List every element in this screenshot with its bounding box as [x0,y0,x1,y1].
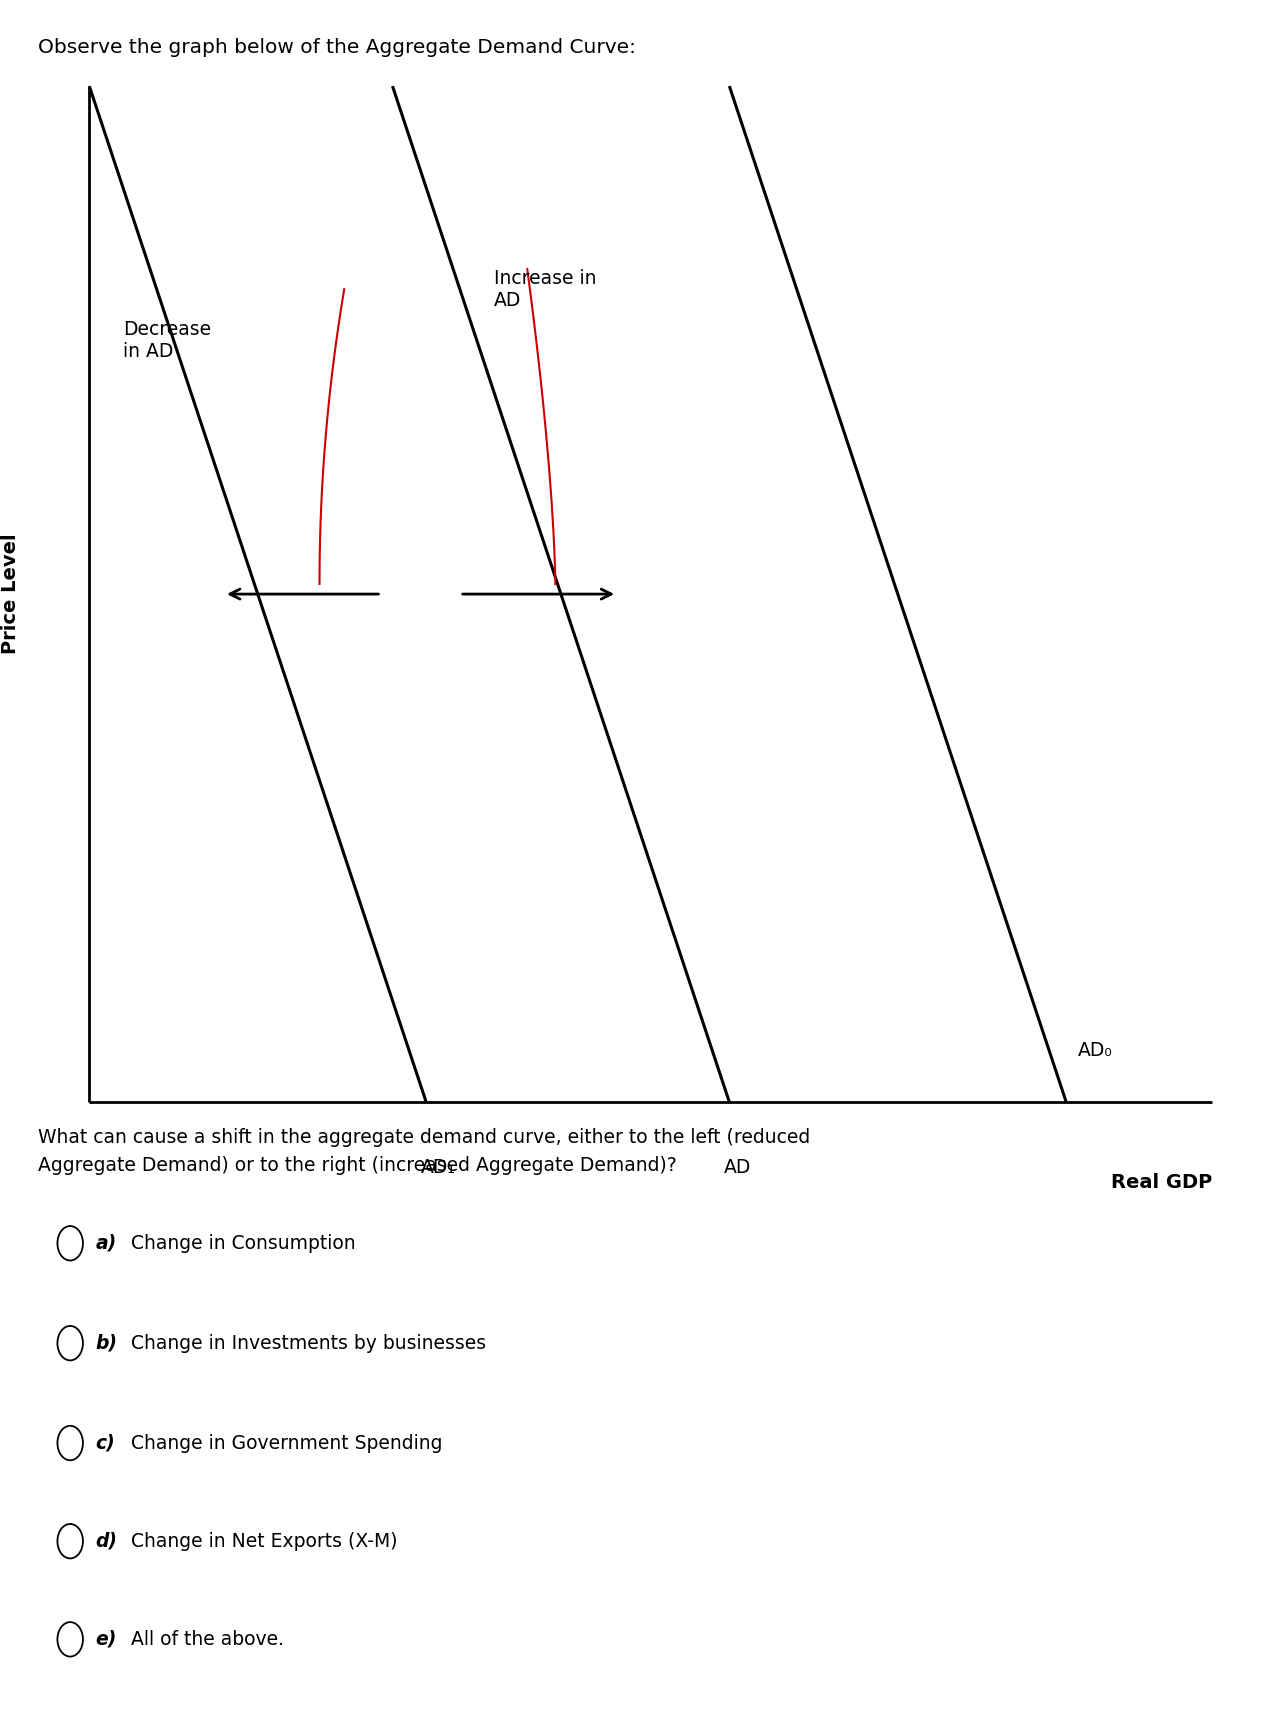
Text: Change in Consumption: Change in Consumption [131,1233,356,1254]
Text: Observe the graph below of the Aggregate Demand Curve:: Observe the graph below of the Aggregate… [38,38,637,57]
Text: Change in Government Spending: Change in Government Spending [131,1433,443,1453]
Text: AD₀: AD₀ [1077,1042,1113,1061]
Text: b): b) [96,1333,117,1353]
Text: Decrease
in AD: Decrease in AD [122,320,211,362]
Text: All of the above.: All of the above. [131,1629,285,1650]
Text: AD: AD [723,1157,752,1176]
Text: Real GDP: Real GDP [1111,1173,1212,1192]
Text: Increase in
AD: Increase in AD [494,269,596,310]
Text: Change in Investments by businesses: Change in Investments by businesses [131,1333,486,1353]
Text: c): c) [96,1433,115,1453]
Text: AD₁: AD₁ [421,1157,456,1176]
Text: Change in Net Exports (X-M): Change in Net Exports (X-M) [131,1531,398,1552]
Text: What can cause a shift in the aggregate demand curve, either to the left (reduce: What can cause a shift in the aggregate … [38,1128,810,1174]
Text: d): d) [96,1531,117,1552]
Text: a): a) [96,1233,117,1254]
Text: Price Level: Price Level [1,534,20,654]
Text: e): e) [96,1629,117,1650]
